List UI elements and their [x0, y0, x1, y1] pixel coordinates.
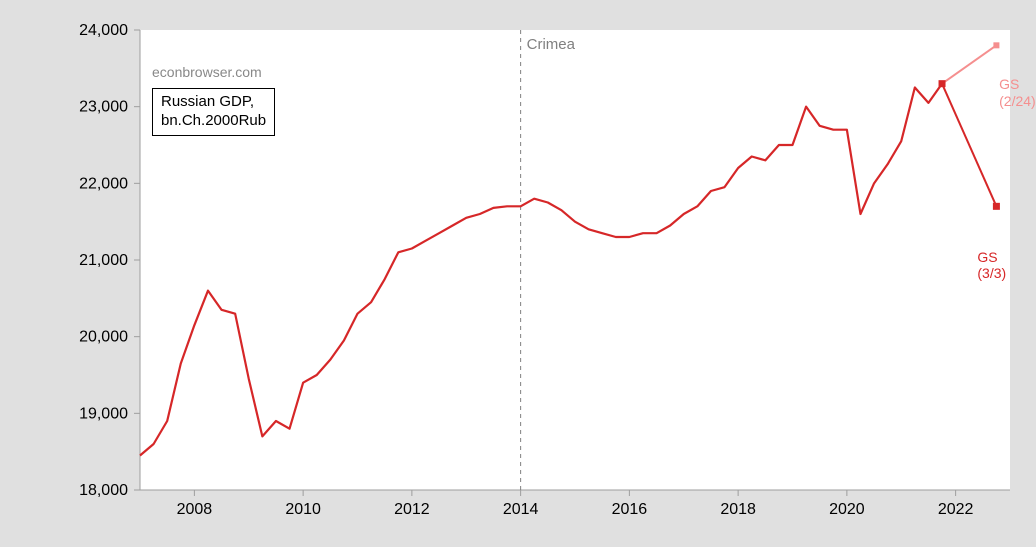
- forecast-post-line2: (3/3): [977, 265, 1006, 282]
- forecast-pre-line1: GS: [999, 76, 1036, 93]
- legend-box: Russian GDP, bn.Ch.2000Rub: [152, 88, 275, 136]
- chart-container: 18,000 19,000 20,000 21,000 22,000 23,000 24,0…: [0, 0, 1036, 547]
- y-tick-label: 21,000: [79, 252, 128, 269]
- forecast-post-marker: [993, 203, 1000, 210]
- x-tick-label: 2014: [503, 501, 539, 518]
- x-tick-label: 2008: [177, 501, 213, 518]
- forecast-post-marker: [939, 80, 946, 87]
- x-tick-label: 2016: [612, 501, 648, 518]
- x-tick-label: 2012: [394, 501, 430, 518]
- forecast-pre-line2: (2/24): [999, 93, 1036, 110]
- x-tick-label: 2022: [938, 501, 974, 518]
- legend-line-2: bn.Ch.2000Rub: [161, 112, 266, 131]
- x-tick-label: 2010: [285, 501, 321, 518]
- y-tick-label: 24,000: [79, 22, 128, 39]
- event-label-crimea: Crimea: [527, 36, 575, 53]
- x-tick-label: 2020: [829, 501, 865, 518]
- y-tick-label: 20,000: [79, 329, 128, 346]
- forecast-pre-marker: [993, 42, 999, 48]
- y-tick-label: 19,000: [79, 405, 128, 422]
- forecast-label-pre: GS (2/24): [999, 76, 1036, 110]
- watermark-text: econbrowser.com: [152, 64, 262, 80]
- forecast-post-line1: GS: [977, 249, 1006, 266]
- legend-line-1: Russian GDP,: [161, 93, 266, 112]
- y-tick-label: 23,000: [79, 99, 128, 116]
- forecast-label-post: GS (3/3): [977, 249, 1006, 283]
- chart-svg: 18,000 19,000 20,000 21,000 22,000 23,000 24,0…: [0, 0, 1036, 547]
- y-tick-label: 22,000: [79, 175, 128, 192]
- x-tick-label: 2018: [720, 501, 756, 518]
- y-tick-label: 18,000: [79, 482, 128, 499]
